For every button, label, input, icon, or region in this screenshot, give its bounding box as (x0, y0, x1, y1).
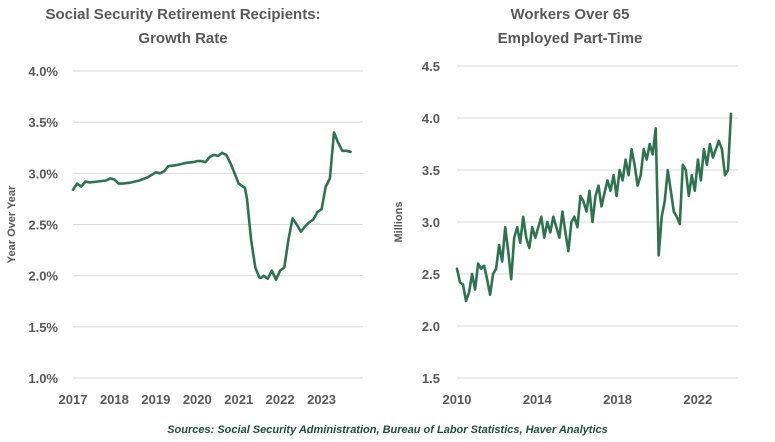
series-line (71, 131, 352, 282)
y-tick-label: 3.0% (28, 166, 58, 181)
series-line (455, 112, 733, 303)
chart-workers-over-65: Workers Over 65 Employed Part-Time 1.5 2.0 2… (393, 6, 738, 407)
y-tick-label: 2.0% (28, 269, 58, 284)
x-tick-label: 2020 (183, 392, 212, 407)
y-tick-label: 1.5 (422, 371, 440, 386)
x-tick-label: 2018 (100, 392, 129, 407)
y-tick-label: 2.0 (422, 319, 440, 334)
y-tick-label: 2.5 (422, 267, 440, 282)
y-tick-label: 4.5 (422, 59, 440, 74)
y-axis-label: Millions (393, 202, 405, 243)
y-tick-label: 2.5% (28, 218, 58, 233)
x-tick-label: 2022 (266, 392, 295, 407)
y-tick-label: 3.0 (422, 215, 440, 230)
x-tick-label: 2018 (603, 392, 632, 407)
chart-title-line: Social Security Retirement Recipients: (45, 6, 320, 23)
y-tick-label: 4.0 (422, 111, 440, 126)
x-tick-label: 2019 (141, 392, 170, 407)
y-tick-label: 3.5% (28, 115, 58, 130)
x-tick-label: 2021 (224, 392, 253, 407)
x-tick-label: 2014 (523, 392, 553, 407)
x-tick-label: 2023 (307, 392, 336, 407)
chart-ss-growth-rate: Social Security Retirement Recipients: Gr… (6, 6, 363, 407)
source-note: Sources: Social Security Administration,… (167, 424, 608, 436)
y-tick-label: 4.0% (28, 64, 58, 79)
x-tick-label: 2010 (443, 392, 472, 407)
y-axis-label: Year Over Year (6, 185, 18, 263)
chart-title-line: Workers Over 65 (511, 6, 630, 23)
y-tick-label: 1.0% (28, 371, 58, 386)
y-tick-label: 1.5% (28, 320, 58, 335)
y-tick-label: 3.5 (422, 163, 440, 178)
chart-title-line: Growth Rate (138, 30, 227, 47)
x-tick-label: 2022 (683, 392, 712, 407)
chart-title-line: Employed Part-Time (498, 30, 643, 47)
x-tick-label: 2017 (59, 392, 88, 407)
